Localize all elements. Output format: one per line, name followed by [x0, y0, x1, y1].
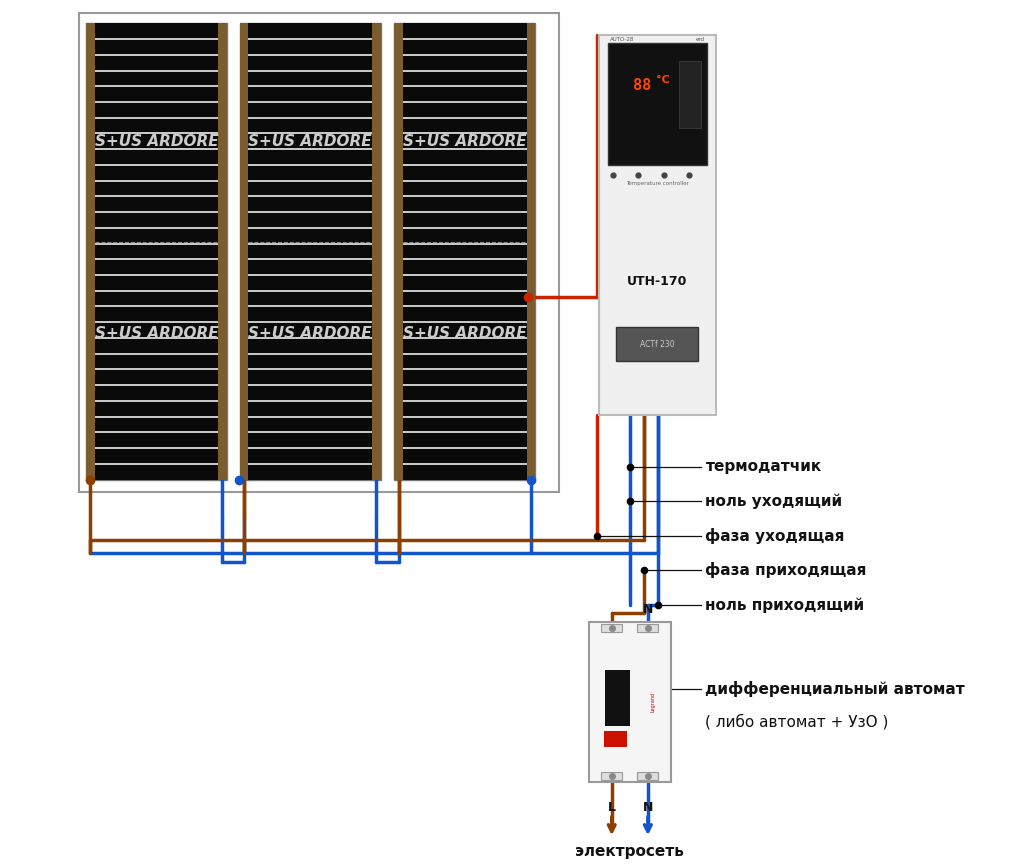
Text: ноль уходящий: ноль уходящий — [706, 493, 843, 509]
Text: UTH-170: UTH-170 — [628, 275, 688, 289]
Text: °C: °C — [655, 74, 670, 85]
Text: S+US ARDORE: S+US ARDORE — [248, 135, 372, 149]
Bar — [599, 35, 716, 415]
Text: Temperature controller: Temperature controller — [626, 181, 689, 187]
Text: AUTO-28: AUTO-28 — [610, 37, 635, 42]
Bar — [605, 670, 630, 726]
Text: S+US ARDORE: S+US ARDORE — [403, 326, 526, 341]
Text: erd: erd — [695, 37, 705, 42]
Text: N: N — [643, 602, 653, 616]
Text: Legrand: Legrand — [650, 692, 655, 712]
Bar — [526, 23, 536, 480]
Text: ( либо автомат + УзО ): ( либо автомат + УзО ) — [706, 715, 889, 730]
Bar — [394, 23, 536, 480]
Text: S+US ARDORE: S+US ARDORE — [403, 135, 526, 149]
Bar — [638, 624, 658, 632]
Bar — [679, 61, 701, 129]
Text: S+US ARDORE: S+US ARDORE — [94, 135, 218, 149]
Bar — [601, 772, 623, 780]
Text: фаза приходящая: фаза приходящая — [706, 562, 866, 578]
Text: S+US ARDORE: S+US ARDORE — [248, 326, 372, 341]
Bar — [601, 624, 623, 632]
Text: N: N — [643, 801, 653, 815]
Text: ноль приходящий: ноль приходящий — [706, 597, 864, 613]
Text: S+US ARDORE: S+US ARDORE — [94, 326, 218, 341]
Bar — [240, 23, 249, 480]
Text: ACTf 230: ACTf 230 — [640, 340, 675, 349]
Bar — [403, 23, 526, 480]
Text: 88: 88 — [634, 79, 651, 93]
Text: фаза уходящая: фаза уходящая — [706, 528, 845, 543]
Bar — [394, 23, 403, 480]
Text: дифференциальный автомат: дифференциальный автомат — [706, 681, 966, 697]
Text: термодатчик: термодатчик — [706, 459, 821, 474]
Bar — [240, 23, 381, 480]
Bar — [616, 327, 698, 361]
Bar — [638, 772, 658, 780]
Text: электросеть: электросеть — [575, 843, 684, 859]
Bar — [589, 622, 671, 782]
Text: L: L — [607, 801, 615, 815]
Bar — [79, 13, 558, 492]
Bar — [218, 23, 226, 480]
Bar — [372, 23, 381, 480]
Bar — [249, 23, 372, 480]
Bar — [608, 43, 708, 165]
Bar — [86, 23, 226, 480]
Bar — [86, 23, 94, 480]
Bar — [603, 731, 627, 746]
Bar — [94, 23, 218, 480]
